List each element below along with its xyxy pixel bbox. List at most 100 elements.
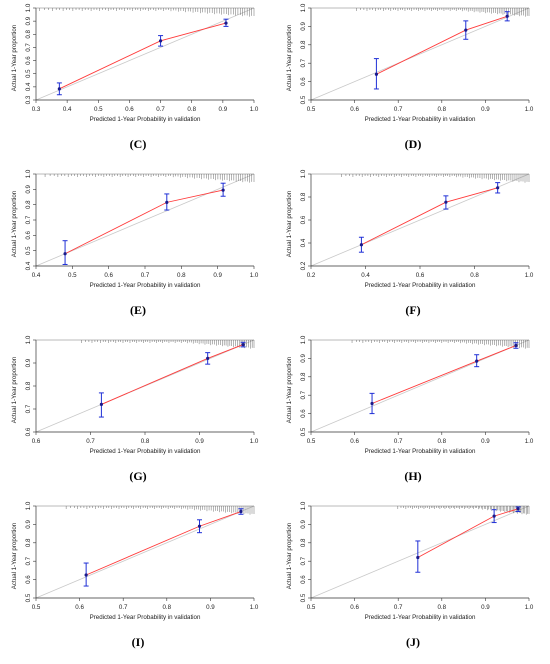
y-tick-label: 0.9 <box>300 354 307 363</box>
x-axis-title: Predicted 1-Year Probability in validati… <box>90 448 201 455</box>
x-tick-label: 0.8 <box>141 438 150 445</box>
calibration-point-group <box>358 236 364 253</box>
calibration-point <box>374 72 378 76</box>
y-tick-label: 0.2 <box>300 261 307 270</box>
calibration-point <box>505 14 509 18</box>
y-tick-label: 0.5 <box>25 69 32 78</box>
y-tick-label: 1.0 <box>25 501 32 510</box>
x-tick-label: 0.5 <box>68 272 77 279</box>
y-tick-label: 0.8 <box>25 200 32 209</box>
calibration-point <box>464 28 468 32</box>
x-tick-label: 0.6 <box>32 438 41 445</box>
x-tick-label: 0.9 <box>195 438 204 445</box>
x-tick-label: 0.9 <box>219 106 228 113</box>
x-tick-label: 0.6 <box>350 604 359 611</box>
y-tick-label: 0.7 <box>300 58 307 67</box>
calibration-point <box>475 359 479 363</box>
calibration-fit-line <box>417 508 519 558</box>
calibration-fit-line <box>59 22 227 90</box>
calibration-point-group <box>463 20 469 40</box>
y-tick-label: 0.8 <box>25 29 32 38</box>
y-tick-label: 0.5 <box>300 593 307 602</box>
calibration-panel: 0.6 0.7 0.8 0.9 1.0 0.6 0.7 0.8 0.9 1.0 Predicted … <box>0 332 275 498</box>
y-tick-label: 0.3 <box>25 95 32 104</box>
y-tick-label: 0.6 <box>25 230 32 239</box>
x-tick-label: 1.0 <box>525 438 534 445</box>
x-tick-label: 0.3 <box>32 106 41 113</box>
x-tick-label: 0.9 <box>213 272 222 279</box>
y-tick-label: 0.8 <box>300 372 307 381</box>
y-tick-label: 0.6 <box>300 77 307 86</box>
y-axis-title: Actual 1-Year proportion <box>286 522 293 589</box>
ideal-diagonal-line <box>310 505 530 599</box>
x-tick-label: 1.0 <box>250 438 259 445</box>
calibration-point-group <box>491 509 497 524</box>
calibration-plot: 0.2 0.4 0.6 0.8 1.0 0.2 0.4 0.6 0.8 1.0 Predicted … <box>286 169 534 289</box>
y-tick-label: 0.5 <box>25 593 32 602</box>
y-tick-label: 0.6 <box>25 56 32 65</box>
x-tick-label: 0.8 <box>437 604 446 611</box>
x-tick-label: 1.0 <box>525 604 534 611</box>
calibration-point-group <box>240 341 246 348</box>
prediction-rug <box>39 8 255 17</box>
y-axis-title: Actual 1-Year proportion <box>11 24 18 91</box>
x-tick-label: 1.0 <box>525 106 534 113</box>
panel-label: (I) <box>131 635 145 649</box>
calibration-fit-line <box>64 189 224 255</box>
x-tick-label: 1.0 <box>250 272 259 279</box>
calibration-fit-line <box>376 15 508 75</box>
prediction-rug <box>44 174 255 183</box>
x-tick-label: 0.8 <box>437 106 446 113</box>
y-tick-label: 0.9 <box>25 184 32 193</box>
calibration-point <box>224 21 228 25</box>
y-tick-label: 0.8 <box>25 381 32 390</box>
calibration-point <box>241 343 245 347</box>
y-tick-label: 0.7 <box>300 556 307 565</box>
calibration-point <box>99 402 103 406</box>
x-tick-label: 0.7 <box>156 106 165 113</box>
ideal-diagonal-line <box>35 7 255 101</box>
x-tick-label: 0.9 <box>481 438 490 445</box>
x-tick-label: 0.8 <box>470 272 479 279</box>
y-tick-label: 1.0 <box>300 169 307 178</box>
calibration-point-group <box>515 506 521 513</box>
calibration-panel: 0.5 0.6 0.7 0.8 0.9 1.0 0.5 0.6 0.7 0.8 0.9 1.0 Pred… <box>275 0 550 166</box>
y-tick-label: 0.6 <box>25 575 32 584</box>
panel-label: (C) <box>129 137 147 151</box>
x-tick-label: 0.7 <box>394 438 403 445</box>
calibration-point-group <box>220 182 226 197</box>
calibration-point-group <box>415 540 421 573</box>
calibration-point-group <box>443 195 449 210</box>
y-tick-label: 0.9 <box>25 520 32 529</box>
x-tick-label: 0.5 <box>94 106 103 113</box>
panel-label: (H) <box>404 469 422 483</box>
y-tick-label: 1.0 <box>25 335 32 344</box>
y-tick-label: 0.7 <box>25 404 32 413</box>
calibration-point <box>84 573 88 577</box>
y-tick-label: 0.8 <box>300 538 307 547</box>
calibration-point <box>359 243 364 247</box>
calibration-plot: 0.4 0.5 0.6 0.7 0.8 0.9 1.0 0.4 0.5 0.6 0.7 0.8 0.9 1… <box>11 169 259 289</box>
y-axis-title: Actual 1-Year proportion <box>11 190 18 257</box>
panel-label: (E) <box>130 303 146 317</box>
x-axis-title: Predicted 1-Year Probability in validati… <box>365 614 476 621</box>
calibration-panel: 0.2 0.4 0.6 0.8 1.0 0.2 0.4 0.6 0.8 1.0 Predicted … <box>275 166 550 332</box>
calibration-point <box>492 514 496 518</box>
x-axis-title: Predicted 1-Year Probability in validati… <box>365 116 476 123</box>
calibration-point <box>63 252 67 256</box>
y-tick-label: 0.9 <box>25 358 32 367</box>
panel-label: (D) <box>404 137 422 151</box>
y-axis-title: Actual 1-Year proportion <box>286 190 293 257</box>
x-tick-label: 0.7 <box>119 604 128 611</box>
y-axis-title: Actual 1-Year proportion <box>286 24 293 91</box>
x-tick-label: 0.4 <box>32 272 41 279</box>
x-tick-label: 0.9 <box>206 604 215 611</box>
y-tick-label: 0.6 <box>25 427 32 436</box>
y-tick-label: 0.8 <box>25 538 32 547</box>
calibration-point-group <box>164 193 170 211</box>
panel-label: (G) <box>129 469 147 483</box>
x-tick-label: 0.8 <box>162 604 171 611</box>
calibration-point-group <box>504 11 510 22</box>
y-tick-label: 0.5 <box>300 95 307 104</box>
